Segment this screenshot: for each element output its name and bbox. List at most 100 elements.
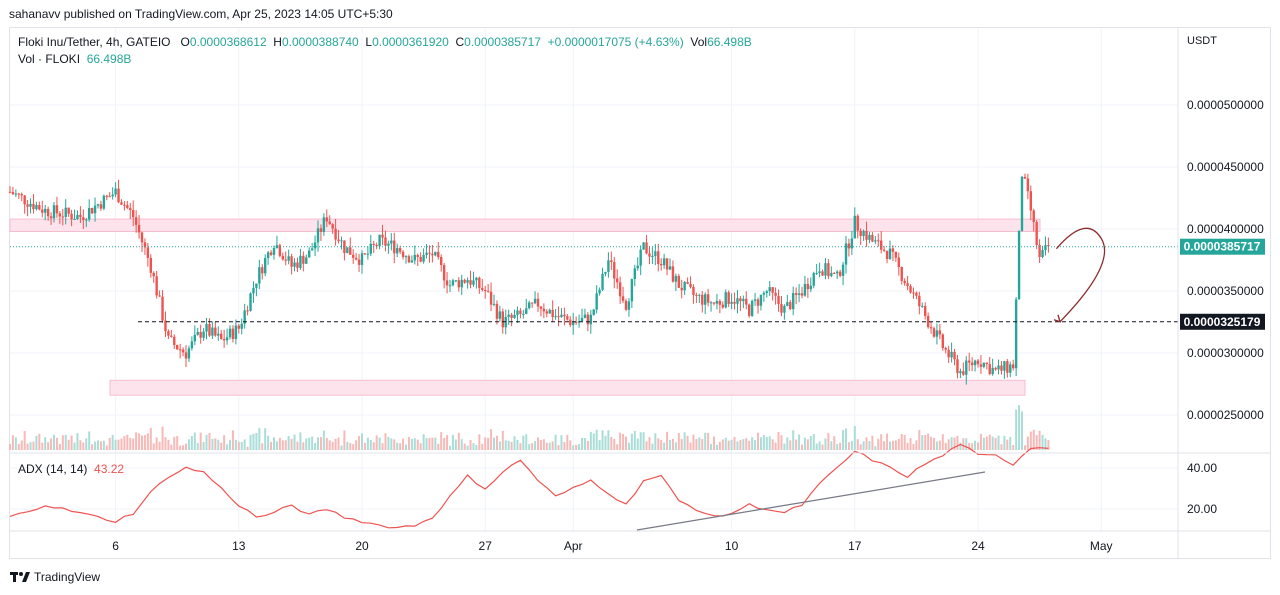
- candle-body: [454, 280, 458, 282]
- candle-body: [287, 256, 290, 261]
- candle-body: [519, 310, 522, 314]
- candle-body: [991, 367, 994, 375]
- adx-label[interactable]: ADX (14, 14): [18, 462, 88, 476]
- candle-body: [489, 291, 493, 305]
- volume-bar: [325, 437, 328, 450]
- time-tick-label: 17: [848, 539, 862, 553]
- volume-bar: [713, 436, 715, 450]
- candle-body: [498, 311, 502, 319]
- volume-bar: [399, 443, 402, 450]
- volume-bar: [985, 436, 988, 450]
- projection-arrowhead: [1053, 314, 1061, 323]
- volume-label[interactable]: Vol · FLOKI: [18, 52, 81, 66]
- volume-bar: [616, 444, 619, 450]
- volume-bar: [366, 437, 369, 450]
- candle-body: [774, 292, 777, 296]
- candle-body: [953, 351, 956, 360]
- volume-bar: [751, 437, 754, 450]
- volume-bar: [683, 432, 686, 450]
- volume-bar: [795, 439, 798, 450]
- volume-bar: [736, 441, 739, 450]
- candle-body: [1026, 178, 1030, 192]
- candle-body: [340, 240, 343, 242]
- candle-body: [44, 208, 47, 213]
- candle-body: [689, 283, 692, 287]
- candle-body: [976, 360, 980, 365]
- candle-body: [586, 314, 590, 325]
- symbol-name[interactable]: Floki Inu/Tether, 4h, GATEIO: [18, 35, 171, 49]
- candle-body: [1047, 245, 1050, 247]
- candle-body: [202, 331, 205, 338]
- candle-body: [61, 216, 64, 218]
- volume-bar: [733, 436, 736, 450]
- candle-body: [161, 296, 164, 321]
- chart-frame: [9, 27, 1271, 559]
- volume-bar: [490, 429, 493, 450]
- adx-pane: 40.00 20.00: [9, 443, 1217, 531]
- volume-bar: [454, 439, 457, 450]
- volume-bar: [311, 436, 314, 450]
- candle-body: [375, 245, 378, 247]
- volume-bar: [463, 443, 466, 450]
- volume-bar: [1026, 436, 1029, 450]
- volume-bar: [440, 432, 443, 450]
- candle-body: [214, 327, 217, 336]
- candle-body: [381, 234, 384, 238]
- volume-bar: [789, 440, 792, 450]
- candle-body: [522, 313, 525, 315]
- volume-bar: [363, 442, 366, 450]
- volume-bar: [55, 437, 58, 450]
- volume-bar: [856, 439, 859, 450]
- time-tick-label: 24: [971, 539, 985, 553]
- volume-bar: [595, 429, 598, 450]
- volume-bar: [270, 441, 273, 450]
- volume-bar: [915, 440, 918, 450]
- candle-body: [803, 283, 807, 296]
- candle-body: [281, 255, 284, 260]
- vol-label: Vol: [690, 35, 708, 49]
- candle-body: [346, 247, 349, 254]
- candle-body: [654, 251, 657, 257]
- volume-bar: [331, 441, 334, 450]
- volume-bar: [537, 437, 539, 450]
- candle-body: [49, 216, 53, 219]
- volume-bar: [836, 443, 839, 450]
- volume-bar: [598, 440, 601, 450]
- candle-body: [310, 248, 314, 251]
- candle-body: [530, 302, 534, 304]
- volume-bar: [73, 442, 76, 450]
- volume-bar: [229, 439, 231, 450]
- candle-body: [352, 254, 355, 258]
- candle-body: [525, 308, 528, 314]
- candle-body: [486, 290, 490, 292]
- volume-bar: [859, 444, 862, 450]
- candle-body: [821, 271, 824, 276]
- volume-bar: [70, 435, 73, 450]
- volume-bar: [666, 431, 669, 450]
- volume-bar: [202, 442, 205, 450]
- grid-lines: [10, 28, 1178, 530]
- volume-bar: [498, 441, 501, 450]
- volume-bar: [757, 432, 759, 450]
- candle-body: [642, 242, 645, 250]
- candle-body: [322, 217, 326, 232]
- levels: 0.0000385717 0.0000325179: [10, 238, 1265, 330]
- volume-bar: [141, 435, 143, 450]
- candle-body: [862, 230, 865, 236]
- volume-bar: [126, 434, 129, 450]
- volume-bar: [768, 436, 771, 450]
- candle-body: [196, 331, 199, 335]
- candle-body: [915, 292, 918, 296]
- candle-body: [41, 209, 44, 213]
- support-zone: [109, 379, 1026, 396]
- candle-body: [325, 217, 328, 222]
- volume-bar: [548, 442, 551, 450]
- footer-brand[interactable]: TradingView: [10, 570, 100, 584]
- candle-body: [621, 296, 625, 301]
- volume-bar: [1032, 429, 1035, 450]
- volume-bar: [152, 443, 155, 450]
- volume-bar: [1023, 445, 1026, 450]
- volume-bar: [891, 440, 894, 450]
- candle-body: [900, 266, 903, 281]
